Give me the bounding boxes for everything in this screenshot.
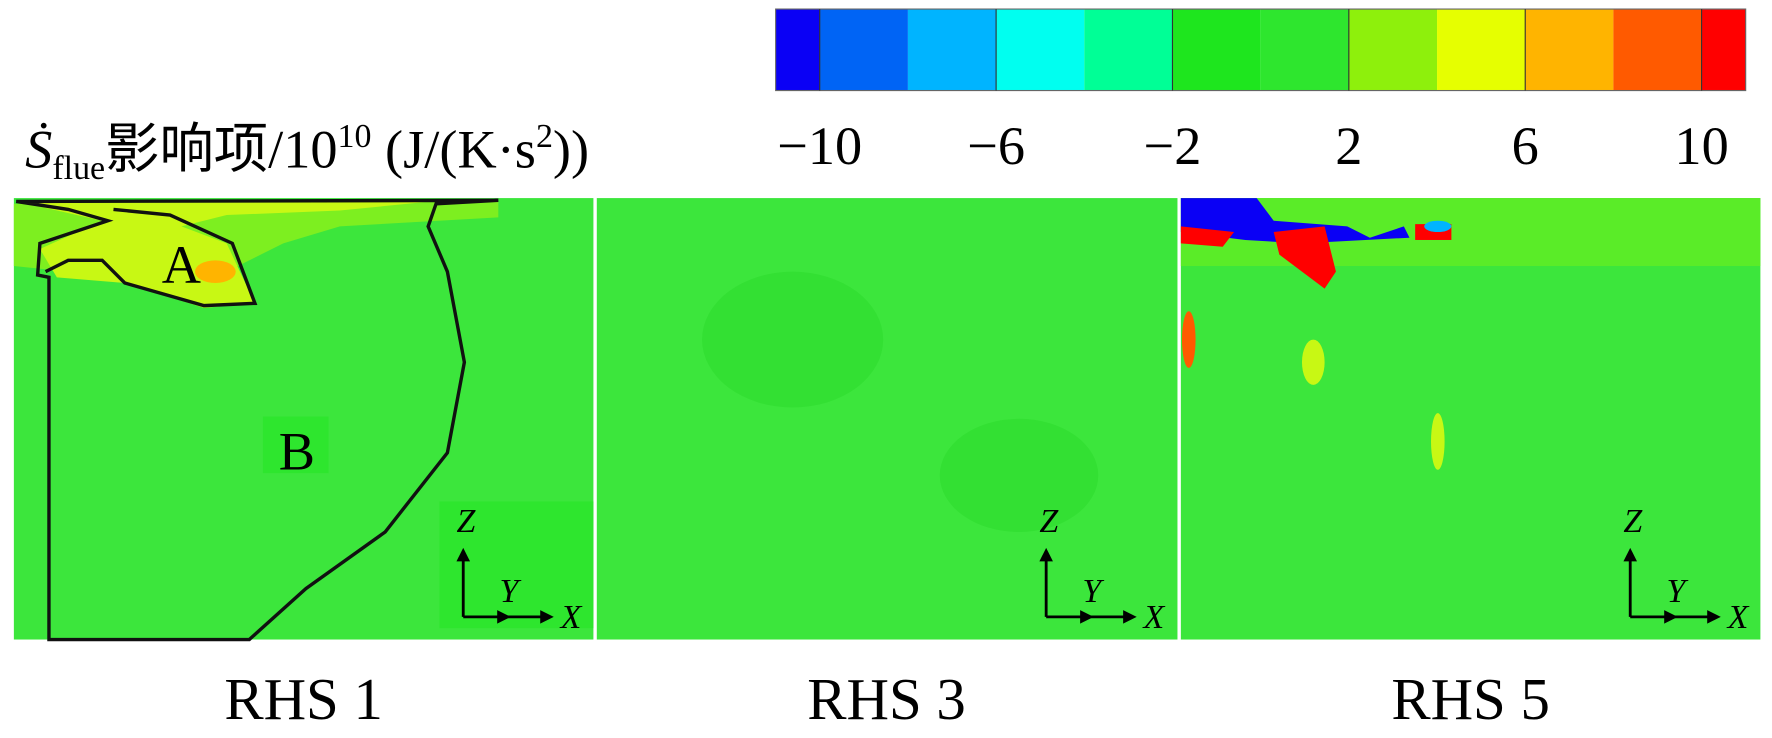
colorbar-segment — [775, 9, 820, 91]
arrow-head — [456, 547, 471, 562]
contour-region — [17, 201, 431, 308]
contour-region — [702, 271, 884, 408]
colorbar-segment — [1701, 9, 1746, 91]
arrow-head — [1039, 547, 1053, 562]
contour-region — [939, 418, 1099, 532]
arrow-head — [1707, 610, 1721, 624]
colorbar-segment — [1437, 9, 1526, 91]
panel-label: RHS 1 — [224, 667, 383, 732]
axis-label: Z — [456, 503, 476, 540]
contour-region — [1424, 220, 1452, 233]
title-superscript: 10 — [338, 118, 372, 155]
axes-box — [439, 501, 594, 629]
region-outline — [15, 198, 499, 642]
contour-region — [1181, 311, 1196, 368]
region-outline — [44, 207, 258, 308]
axis-label: X — [559, 599, 583, 636]
axis-label: Y — [499, 573, 521, 610]
colorbar-title: Ṡflue影响项/1010 (J/(K·s2)) — [25, 118, 589, 187]
axis-label: X — [1142, 599, 1166, 636]
arrow-head — [1623, 547, 1638, 562]
arrow-head — [497, 610, 511, 624]
colorbar-segment — [996, 9, 1085, 91]
contour-region — [1180, 226, 1235, 247]
arrow-head — [1080, 610, 1094, 624]
contour-region — [1273, 226, 1336, 289]
title-units: )) — [553, 120, 589, 180]
colorbar-frame — [775, 8, 1747, 92]
title-units: (J/(K·s — [371, 120, 535, 180]
tick-label: 6 — [1512, 116, 1539, 176]
panel — [596, 198, 1178, 640]
title-symbol: Ṡ — [25, 120, 52, 180]
title-subscript: flue — [52, 150, 105, 187]
colorbar-segment — [1525, 9, 1614, 91]
title-superscript: 2 — [536, 118, 553, 155]
field — [596, 198, 1178, 640]
axis-label: X — [1726, 599, 1750, 636]
panel — [1180, 198, 1761, 640]
panel-label: RHS 5 — [1391, 667, 1550, 732]
contour-region — [194, 260, 236, 283]
axis-label: Z — [1623, 503, 1643, 540]
colorbar-segment — [1260, 9, 1349, 91]
axis-label: Z — [1039, 503, 1059, 540]
panel-label: RHS 3 — [807, 667, 966, 732]
annotation: B — [279, 422, 315, 482]
contour-region — [1431, 413, 1445, 470]
colorbar-segment — [1084, 9, 1173, 91]
colorbar: −10 −6 −2 2 6 10 — [775, 8, 1747, 176]
contour-region — [1180, 198, 1410, 244]
contour-region — [1301, 339, 1325, 385]
tick-label: 10 — [1674, 116, 1728, 176]
tick-label: −10 — [777, 116, 862, 176]
tick-label: 2 — [1335, 116, 1362, 176]
label-box — [262, 416, 329, 474]
arrow-head — [1664, 610, 1678, 624]
title-text: 影响项/10 — [105, 120, 337, 180]
colorbar-segment — [1172, 9, 1261, 91]
tick-label: −2 — [1144, 116, 1202, 176]
axis-label: Y — [1082, 573, 1104, 610]
arrow-head — [1123, 610, 1137, 624]
colorbar-segment — [819, 9, 908, 91]
field — [1180, 198, 1761, 640]
axis-label: Y — [1666, 573, 1688, 610]
annotation: A — [162, 235, 201, 295]
colorbar-segment — [907, 9, 997, 91]
colorbar-segment — [1613, 9, 1702, 91]
arrow-head — [540, 610, 554, 624]
colorbar-segment — [1348, 9, 1438, 91]
tick-label: −6 — [967, 116, 1025, 176]
